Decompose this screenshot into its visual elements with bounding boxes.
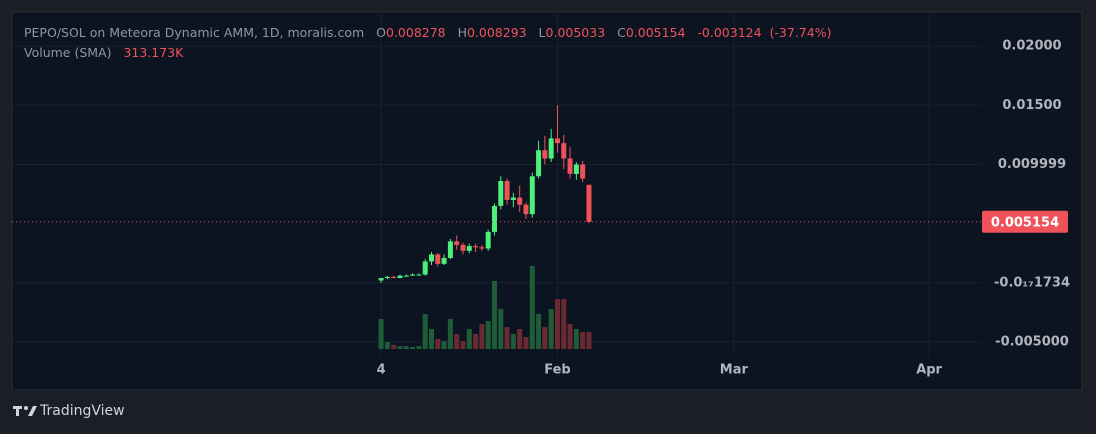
change-percent: (-37.74%) (769, 25, 832, 40)
volume-bar (554, 299, 560, 349)
volume-bar (466, 329, 472, 349)
volume-bar (428, 329, 434, 349)
x-tick-label: Feb (544, 363, 570, 378)
candle-body (561, 143, 567, 159)
chart-panel (11, 11, 1083, 391)
candle-body (378, 278, 384, 281)
candle-body (548, 138, 554, 159)
candle-body (410, 274, 416, 276)
last-price-label: 0.005154 (991, 215, 1059, 230)
candle-body (428, 254, 434, 262)
volume-bar (586, 331, 592, 349)
candle-body (485, 231, 491, 249)
close-value: 0.005154 (625, 25, 686, 40)
volume-bar (441, 341, 447, 349)
candle-body (403, 275, 409, 277)
candle-body (567, 158, 573, 174)
volume-bar (510, 334, 516, 349)
volume-bar (473, 334, 479, 349)
ohlc-label: L (538, 25, 546, 40)
y-tick-label: -0.005000 (995, 334, 1069, 349)
brand: TradingView (40, 403, 125, 419)
open-value: 0.008278 (385, 25, 446, 40)
high-value: 0.008293 (466, 25, 527, 40)
candle-body (554, 138, 560, 144)
x-tick-label: Mar (720, 363, 749, 378)
volume-bar (391, 344, 397, 349)
candle-body (435, 254, 441, 264)
volume-value: 313.173K (123, 45, 184, 60)
volume-bar (504, 327, 510, 349)
volume-bar (517, 329, 523, 349)
volume-bar (410, 346, 416, 349)
symbol-title: PEPO/SOL on Meteora Dynamic AMM, 1D, mor… (24, 25, 365, 40)
tradingview-logo (13, 406, 37, 416)
volume-bar (454, 334, 460, 349)
last-price-box (982, 210, 1068, 233)
candle-body (529, 176, 535, 215)
change-value: -0.003124 (697, 25, 762, 40)
candle-body (416, 274, 422, 276)
volume-bar (416, 346, 422, 349)
candle-body (510, 197, 516, 200)
volume-bar (378, 318, 384, 349)
volume-bar (536, 313, 542, 349)
x-tick-label: Apr (916, 363, 942, 378)
volume-bar (479, 323, 485, 349)
volume-title: Volume (SMA) (24, 45, 112, 60)
volume-bar (523, 337, 529, 349)
y-tick-label: 0.009999 (998, 157, 1066, 172)
candle-body (447, 241, 453, 258)
volume-bar (573, 329, 579, 349)
candle-body (491, 205, 497, 232)
volume-bar (384, 341, 390, 349)
volume-bar (485, 320, 491, 349)
volume-bar (542, 327, 548, 349)
candle-body (536, 150, 542, 177)
candle-body (479, 247, 485, 249)
candle-body (422, 261, 428, 275)
candle-body (523, 204, 529, 215)
volume-bar (447, 318, 453, 349)
candle-body (573, 164, 579, 174)
x-tick-label: 4 (377, 363, 386, 378)
ohlc-label: H (457, 25, 467, 40)
volume-bar (397, 346, 403, 349)
y-tick-label: 0.01500 (1002, 98, 1061, 113)
candle-body (473, 246, 479, 248)
volume-bar (580, 331, 586, 349)
ohlc-label: C (617, 25, 626, 40)
volume-bar (561, 299, 567, 349)
volume-bar (460, 341, 466, 349)
ohlc-label: O (376, 25, 386, 40)
candle-body (542, 150, 548, 159)
candle-body (517, 197, 523, 205)
candle-body (454, 241, 460, 245)
volume-bar (422, 313, 428, 349)
candle-body (466, 246, 472, 251)
volume-bar (435, 339, 441, 349)
volume-line: Volume (SMA) 313.173K (24, 45, 183, 60)
volume-bar (403, 346, 409, 349)
candle-body (498, 181, 504, 206)
header-line: PEPO/SOL on Meteora Dynamic AMM, 1D, mor… (24, 25, 831, 40)
volume-bar (491, 280, 497, 349)
candle-body (441, 257, 447, 264)
volume-bar (567, 323, 573, 349)
volume-bar (529, 266, 535, 349)
candle-body (460, 244, 466, 251)
volume-bar (548, 308, 554, 349)
low-value: 0.005033 (545, 25, 606, 40)
candle-body (580, 164, 586, 179)
candle-body (384, 276, 390, 279)
candle-body (391, 276, 397, 279)
candle-body (586, 184, 592, 222)
y-tick-label: -0.0₁₇1734 (994, 275, 1070, 290)
candle-body (504, 181, 510, 200)
y-tick-label: 0.02000 (1002, 39, 1061, 54)
volume-bar (498, 308, 504, 349)
candle-body (397, 275, 403, 279)
